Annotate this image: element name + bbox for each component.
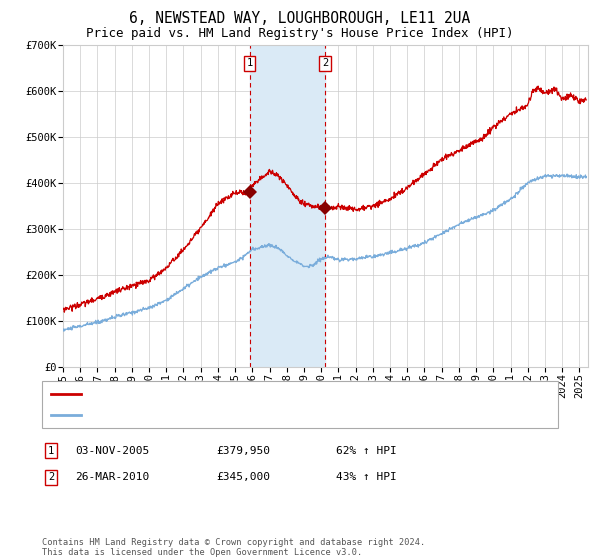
Text: 2: 2 [322, 58, 328, 68]
Text: HPI: Average price, detached house, Charnwood: HPI: Average price, detached house, Char… [87, 410, 352, 420]
Text: 43% ↑ HPI: 43% ↑ HPI [336, 472, 397, 482]
Text: 6, NEWSTEAD WAY, LOUGHBOROUGH, LE11 2UA (detached house): 6, NEWSTEAD WAY, LOUGHBOROUGH, LE11 2UA … [87, 389, 416, 399]
Text: 26-MAR-2010: 26-MAR-2010 [75, 472, 149, 482]
Text: 2: 2 [48, 472, 54, 482]
Text: 6, NEWSTEAD WAY, LOUGHBOROUGH, LE11 2UA: 6, NEWSTEAD WAY, LOUGHBOROUGH, LE11 2UA [130, 11, 470, 26]
Text: 1: 1 [48, 446, 54, 456]
Text: 1: 1 [247, 58, 253, 68]
Text: Price paid vs. HM Land Registry's House Price Index (HPI): Price paid vs. HM Land Registry's House … [86, 27, 514, 40]
Text: 03-NOV-2005: 03-NOV-2005 [75, 446, 149, 456]
Bar [250, 45, 325, 367]
Text: 62% ↑ HPI: 62% ↑ HPI [336, 446, 397, 456]
Text: £345,000: £345,000 [216, 472, 270, 482]
Text: £379,950: £379,950 [216, 446, 270, 456]
Text: Contains HM Land Registry data © Crown copyright and database right 2024.
This d: Contains HM Land Registry data © Crown c… [42, 538, 425, 557]
